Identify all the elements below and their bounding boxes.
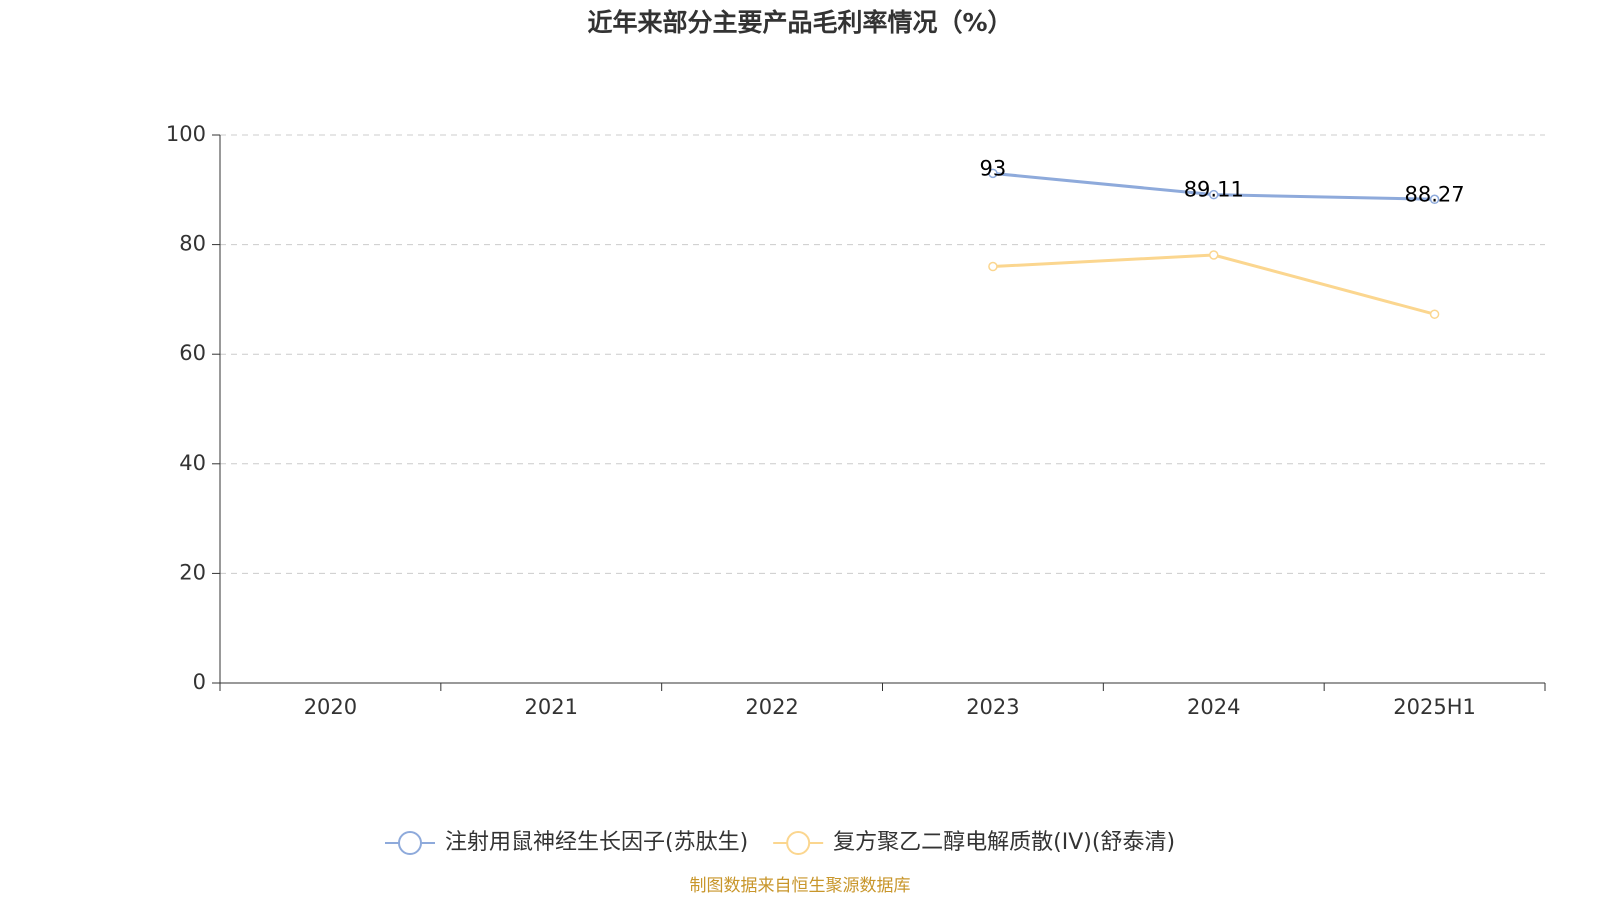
point <box>1209 250 1219 260</box>
source-note: 制图数据来自恒生聚源数据库 <box>690 876 911 896</box>
point <box>1429 309 1440 319</box>
x-tick-label: 2022 <box>745 695 798 719</box>
x-tick-label: 2025H1 <box>1393 695 1476 719</box>
chart-title: 近年来部分主要产品毛利率情况（%） <box>587 8 1012 37</box>
point <box>1209 189 1219 200</box>
x-tick-label: 2020 <box>304 695 357 719</box>
y-tick-label: 20 <box>179 560 206 584</box>
data-label: 88.27 <box>1405 182 1465 206</box>
legend-label: 复方聚乙二醇电解质散(IV)(舒泰清) <box>833 830 1175 855</box>
legend-marker <box>786 831 811 855</box>
y-tick-label: 0 <box>193 670 206 694</box>
y-tick-label: 80 <box>179 232 206 256</box>
data-label: 89.11 <box>1184 178 1244 202</box>
point <box>988 168 998 179</box>
x-tick-label: 2023 <box>966 695 1019 719</box>
legend-marker <box>398 831 422 855</box>
y-tick-label: 60 <box>179 341 206 365</box>
legend-label: 注射用鼠神经生长因子(苏肽生) <box>445 830 748 855</box>
series-line <box>992 253 1435 316</box>
x-tick-label: 2021 <box>525 695 578 719</box>
y-tick-label: 40 <box>179 451 206 475</box>
y-tick-label: 100 <box>166 122 206 146</box>
data-label: 93 <box>980 156 1007 180</box>
point <box>1429 194 1440 205</box>
point <box>988 261 998 272</box>
x-tick-label: 2024 <box>1187 695 1240 719</box>
